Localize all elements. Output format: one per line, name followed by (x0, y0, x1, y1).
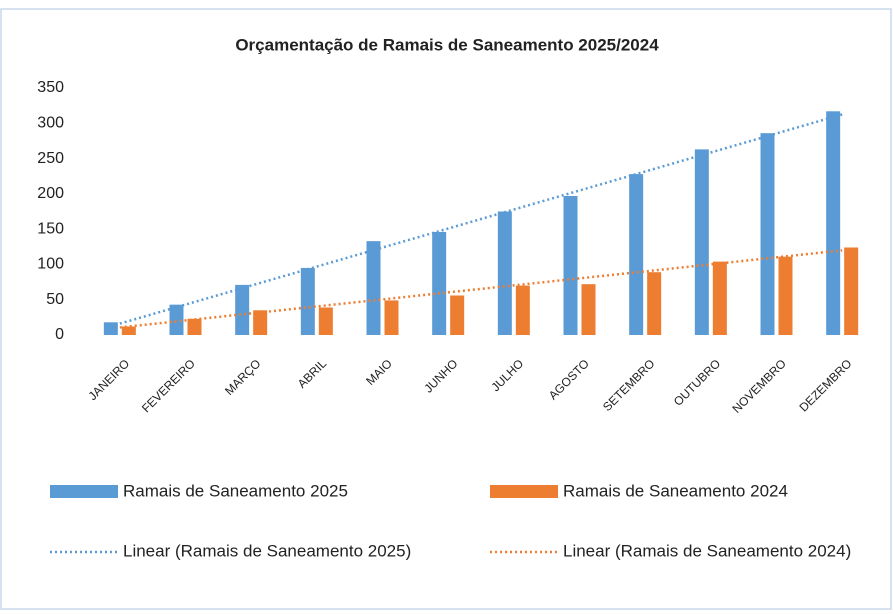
bar (103, 322, 118, 335)
bar (712, 261, 727, 335)
bar (760, 133, 775, 335)
y-tick-label: 300 (37, 115, 64, 132)
bar (647, 272, 662, 335)
bar (384, 300, 399, 335)
bar (515, 285, 530, 335)
legend-label: Ramais de Saneamento 2025 (123, 481, 348, 500)
y-tick-label: 0 (55, 326, 64, 343)
bar (450, 295, 465, 335)
y-tick-label: 250 (37, 150, 64, 167)
legend-label: Ramais de Saneamento 2024 (563, 481, 788, 500)
trendline (119, 113, 843, 325)
bar (497, 211, 512, 335)
bar (844, 247, 859, 335)
bar (300, 267, 315, 335)
bar (253, 310, 268, 335)
bar (169, 304, 184, 335)
bar (826, 111, 841, 335)
bar (432, 231, 447, 335)
bar (778, 256, 793, 335)
bar (366, 241, 381, 335)
y-tick-label: 100 (37, 256, 64, 273)
chart-title: Orçamentação de Ramais de Saneamento 202… (235, 35, 659, 54)
bar (318, 307, 333, 335)
legend-swatch (50, 485, 118, 498)
legend-label: Linear (Ramais de Saneamento 2025) (123, 541, 411, 560)
bar (187, 318, 202, 335)
bar (235, 284, 250, 335)
legend-swatch (490, 485, 558, 498)
trendline (119, 249, 843, 329)
bar (581, 284, 596, 335)
bar (629, 174, 644, 335)
y-tick-label: 50 (46, 291, 64, 308)
bar (694, 149, 709, 335)
y-tick-label: 350 (37, 79, 64, 96)
bar (121, 326, 136, 335)
y-tick-label: 200 (37, 185, 64, 202)
y-tick-label: 150 (37, 220, 64, 237)
bar (563, 195, 578, 335)
legend-label: Linear (Ramais de Saneamento 2024) (563, 541, 851, 560)
